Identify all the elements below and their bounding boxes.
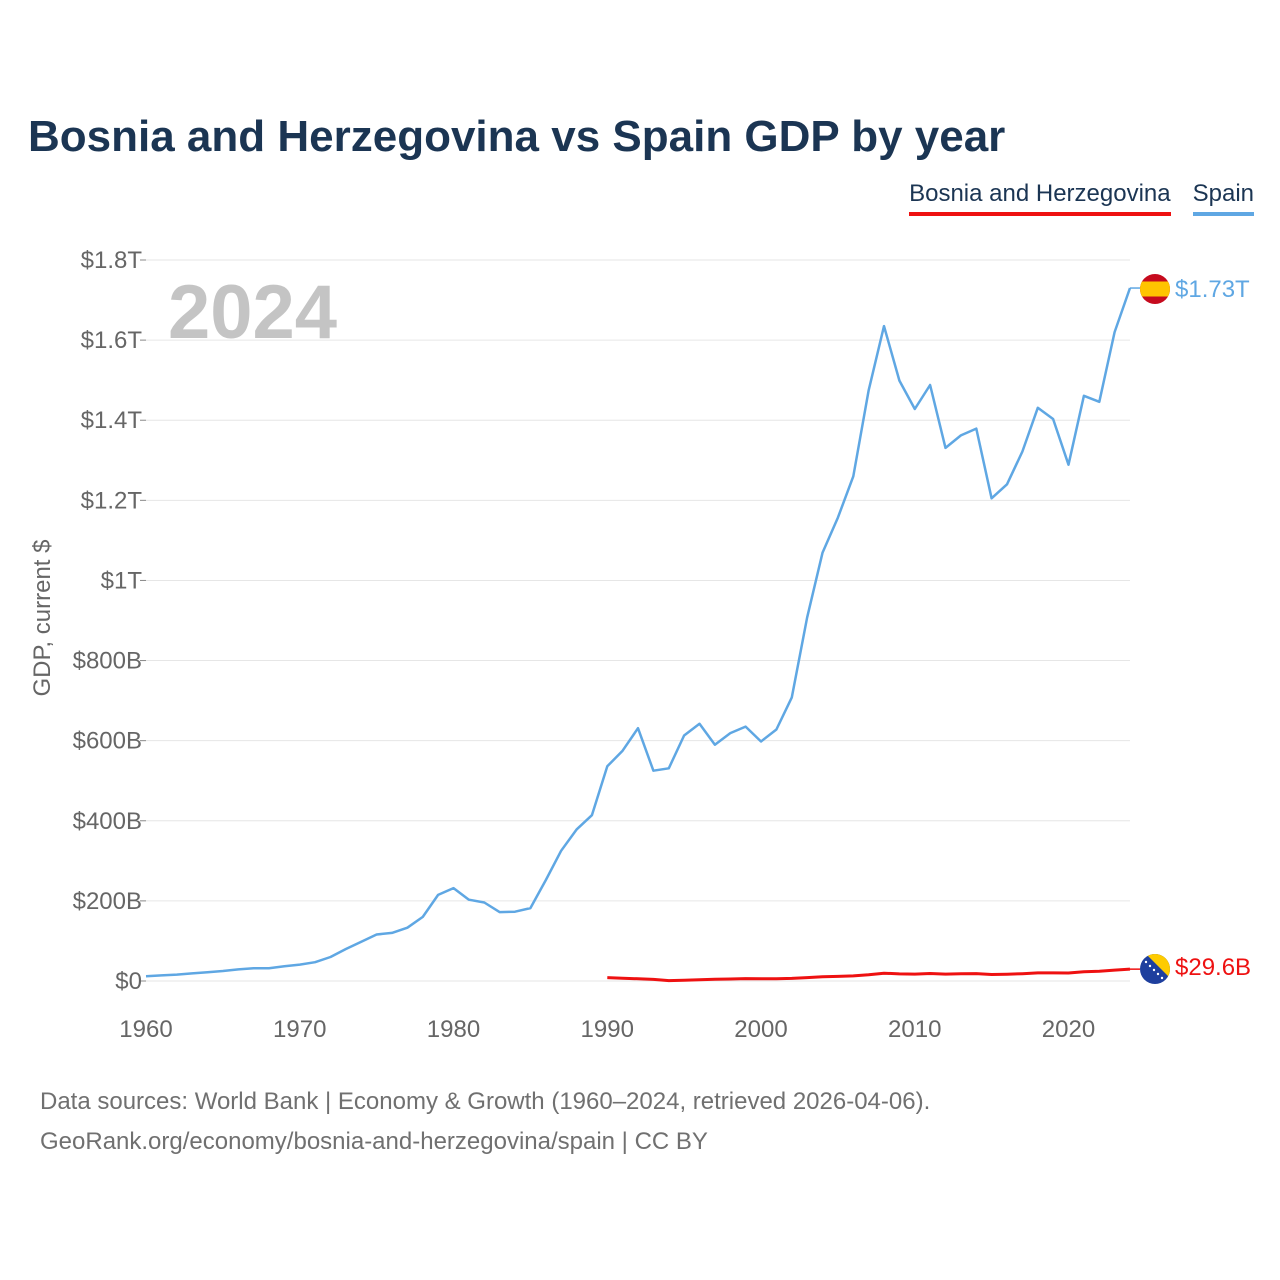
y-tick-label: $1T [101,567,143,594]
chart-title: Bosnia and Herzegovina vs Spain GDP by y… [28,112,1006,161]
legend-item-spain[interactable]: Spain [1192,180,1254,216]
x-tick-label: 2000 [734,1016,787,1043]
y-tick-label: $1.8T [81,247,143,274]
series-line-spain[interactable] [145,287,1132,978]
x-axis-ticks: 1960 1970 1980 1990 2000 2010 2020 [119,1016,1095,1043]
bosnia-flag-icon [1140,954,1170,984]
x-tick-label: 1990 [581,1016,634,1043]
end-label-bosnia: $29.6B [1175,954,1251,981]
series-layer [145,287,1140,983]
x-tick-label: 1960 [119,1016,172,1043]
x-tick-label: 2020 [1042,1016,1095,1043]
y-tick-label: $200B [73,888,142,915]
y-axis-ticks: $0 $200B $400B $600B $800B $1T $1.2T $1.4T $1.6T… [73,247,146,995]
data-source-text: Data sources: World Bank | Economy & Gro… [40,1088,931,1115]
y-tick-label: $1.2T [81,487,143,514]
legend-item-bosnia[interactable]: Bosnia and Herzegovina [909,180,1171,216]
y-tick-label: $1.6T [81,327,143,354]
series-line-bosnia-and-herzegovina[interactable] [607,967,1131,983]
source-url-text[interactable]: GeoRank.org/economy/bosnia-and-herzegovi… [40,1128,708,1155]
y-tick-label: $1.4T [81,407,143,434]
y-axis-label: GDP, current $ [29,540,56,697]
year-label: 2024 [168,270,337,355]
x-tick-label: 2010 [888,1016,941,1043]
spain-flag-icon [1140,274,1170,304]
footer: Data sources: World Bank | Economy & Gro… [40,1082,930,1162]
gdp-line-chart: $0 $200B $400B $600B $800B $1T $1.2T $1.4T $1.6T… [29,247,1251,1043]
y-tick-label: $800B [73,648,142,675]
y-tick-label: $400B [73,808,142,835]
x-tick-label: 1980 [427,1016,480,1043]
x-tick-label: 1970 [273,1016,326,1043]
end-label-spain: $1.73T [1175,276,1250,303]
y-tick-label: $600B [73,728,142,755]
grid-layer [146,259,1130,982]
y-tick-label: $0 [115,968,142,995]
legend: Bosnia and Herzegovina Spain [909,180,1254,216]
